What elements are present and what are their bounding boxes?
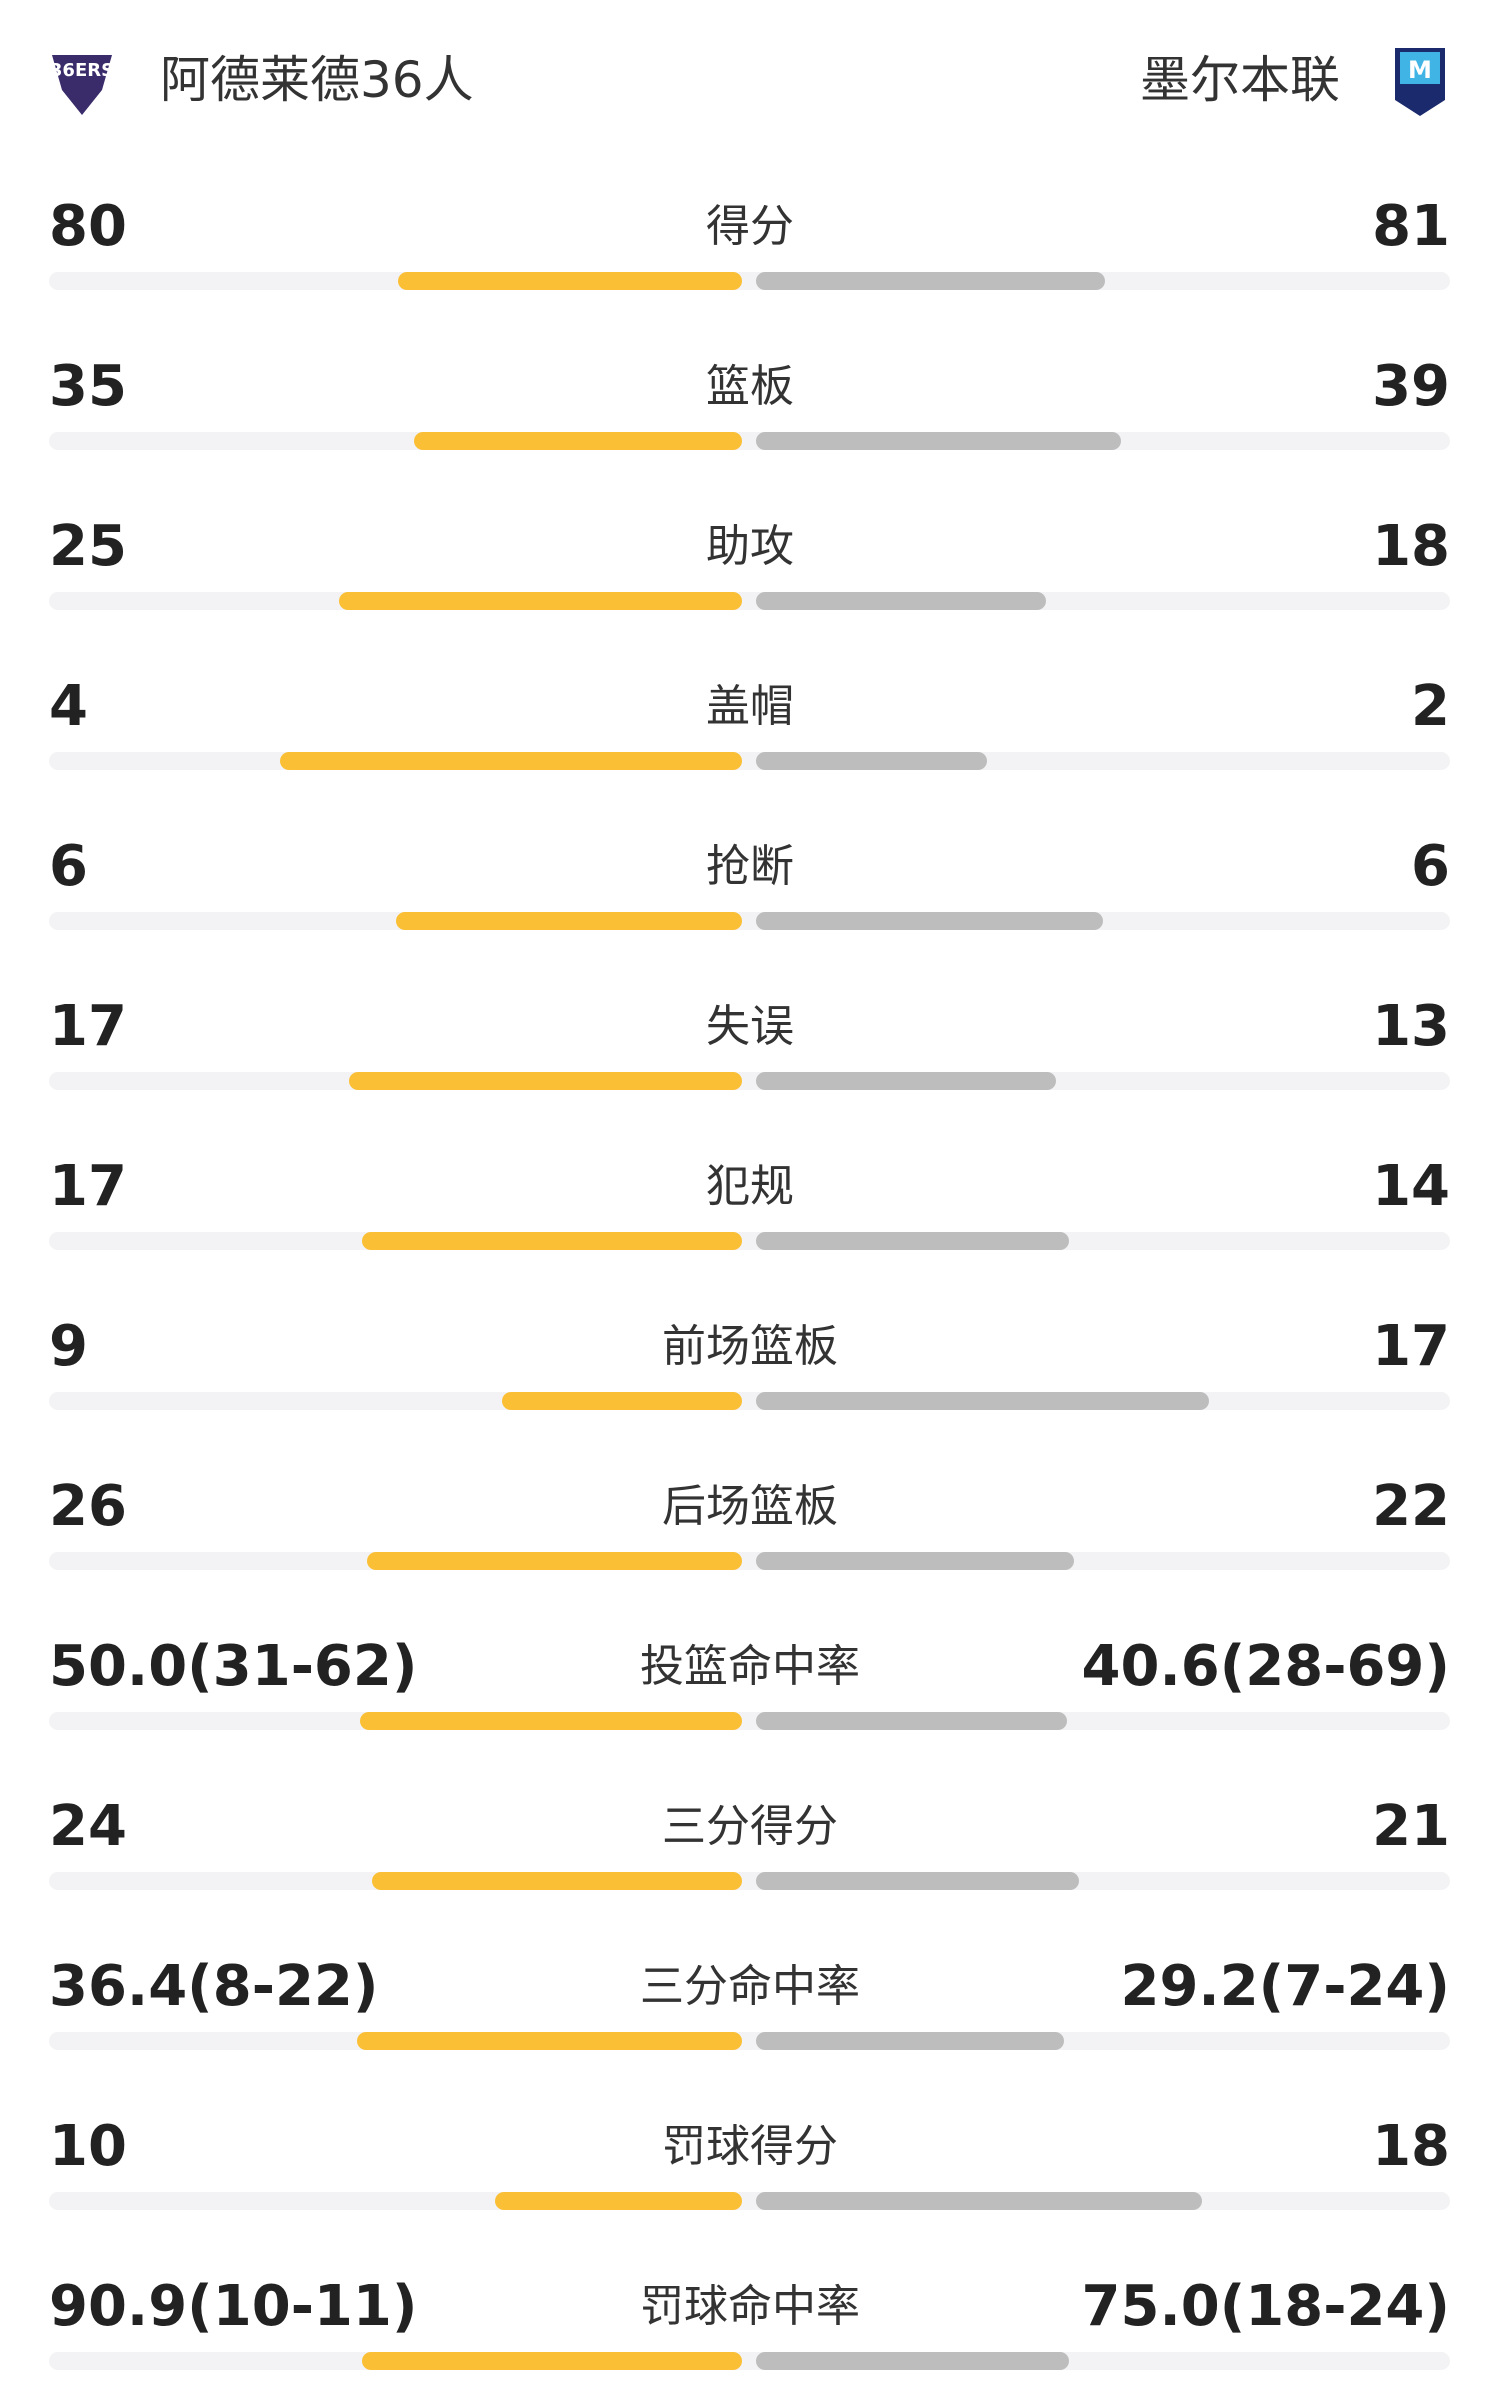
away-bar: [756, 1552, 1074, 1570]
stat-label: 篮板: [706, 361, 794, 412]
away-value: 39: [1372, 354, 1450, 419]
home-bar: [397, 272, 742, 290]
home-bar: [366, 1552, 742, 1570]
track: [49, 1552, 1450, 1570]
home-value: 80: [49, 194, 127, 259]
stat-label: 前场篮板: [662, 1321, 838, 1372]
track: [49, 752, 1450, 770]
away-value: 21: [1372, 1794, 1450, 1859]
home-value: 26: [49, 1474, 127, 1539]
track: [49, 432, 1450, 450]
home-bar: [339, 592, 742, 610]
home-value: 10: [49, 2114, 127, 2179]
svg-text:M: M: [1408, 56, 1432, 84]
away-value: 18: [1372, 514, 1450, 579]
away-logo: M: [1395, 48, 1445, 116]
home-logo: 36ERS: [50, 55, 114, 115]
stat-label: 抢断: [706, 841, 794, 892]
home-value: 6: [49, 834, 88, 899]
away-bar: [756, 2352, 1070, 2370]
stat-label: 罚球得分: [662, 2121, 838, 2172]
svg-text:36ERS: 36ERS: [50, 60, 114, 81]
home-value: 17: [49, 994, 127, 1059]
home-bar: [357, 2032, 742, 2050]
away-bar: [756, 2032, 1065, 2050]
stat-label: 助攻: [706, 521, 794, 572]
home-value: 9: [49, 1314, 88, 1379]
home-bar: [280, 752, 742, 770]
away-bar: [756, 912, 1103, 930]
away-bar: [756, 432, 1122, 450]
away-value: 17: [1372, 1314, 1450, 1379]
stat-label: 罚球命中率: [640, 2281, 860, 2332]
away-bar: [756, 1072, 1057, 1090]
home-bar: [414, 432, 742, 450]
stat-label: 后场篮板: [662, 1481, 838, 1532]
home-bar: [359, 1712, 742, 1730]
home-bar: [362, 2352, 742, 2370]
home-bar: [361, 1232, 742, 1250]
away-value: 29.2(7-24): [1120, 1954, 1451, 2019]
track: [49, 912, 1450, 930]
track: [49, 1232, 1450, 1250]
stat-label: 犯规: [706, 1161, 794, 1212]
home-bar: [349, 1072, 742, 1090]
away-value: 13: [1372, 994, 1450, 1059]
away-value: 14: [1372, 1154, 1450, 1219]
away-team: 墨尔本联: [1140, 51, 1340, 109]
home-bar: [502, 1392, 742, 1410]
track: [49, 272, 1450, 290]
stat-label: 投篮命中率: [640, 1641, 860, 1692]
home-value: 35: [49, 354, 127, 419]
home-value: 90.9(10-11): [49, 2274, 418, 2339]
home-value: 24: [49, 1794, 127, 1859]
home-bar: [395, 912, 742, 930]
away-bar: [756, 592, 1047, 610]
away-bar: [756, 272, 1105, 290]
away-value: 40.6(28-69): [1081, 1634, 1450, 1699]
away-value: 75.0(18-24): [1081, 2274, 1450, 2339]
home-value: 25: [49, 514, 127, 579]
home-value: 17: [49, 1154, 127, 1219]
away-bar: [756, 1872, 1080, 1890]
home-value: 50.0(31-62): [49, 1634, 418, 1699]
away-value: 22: [1372, 1474, 1450, 1539]
home-value: 36.4(8-22): [49, 1954, 379, 2019]
track: [49, 2032, 1450, 2050]
stat-label: 三分得分: [662, 1801, 838, 1852]
stat-label: 三分命中率: [640, 1961, 860, 2012]
away-bar: [756, 1232, 1069, 1250]
home-team: 阿德莱德36人: [160, 51, 474, 109]
track: [49, 2352, 1450, 2370]
stat-label: 盖帽: [706, 681, 794, 732]
home-value: 4: [49, 674, 88, 739]
track: [49, 592, 1450, 610]
track: [49, 1712, 1450, 1730]
home-bar: [494, 2192, 742, 2210]
away-bar: [756, 2192, 1202, 2210]
away-bar: [756, 1712, 1067, 1730]
stat-label: 失误: [706, 1001, 794, 1052]
away-value: 6: [1411, 834, 1450, 899]
away-value: 2: [1411, 674, 1450, 739]
track: [49, 1392, 1450, 1410]
away-bar: [756, 1392, 1210, 1410]
home-bar: [372, 1872, 742, 1890]
away-value: 81: [1372, 194, 1450, 259]
away-bar: [756, 752, 987, 770]
track: [49, 2192, 1450, 2210]
away-value: 18: [1372, 2114, 1450, 2179]
stat-label: 得分: [706, 201, 794, 252]
track: [49, 1072, 1450, 1090]
track: [49, 1872, 1450, 1890]
